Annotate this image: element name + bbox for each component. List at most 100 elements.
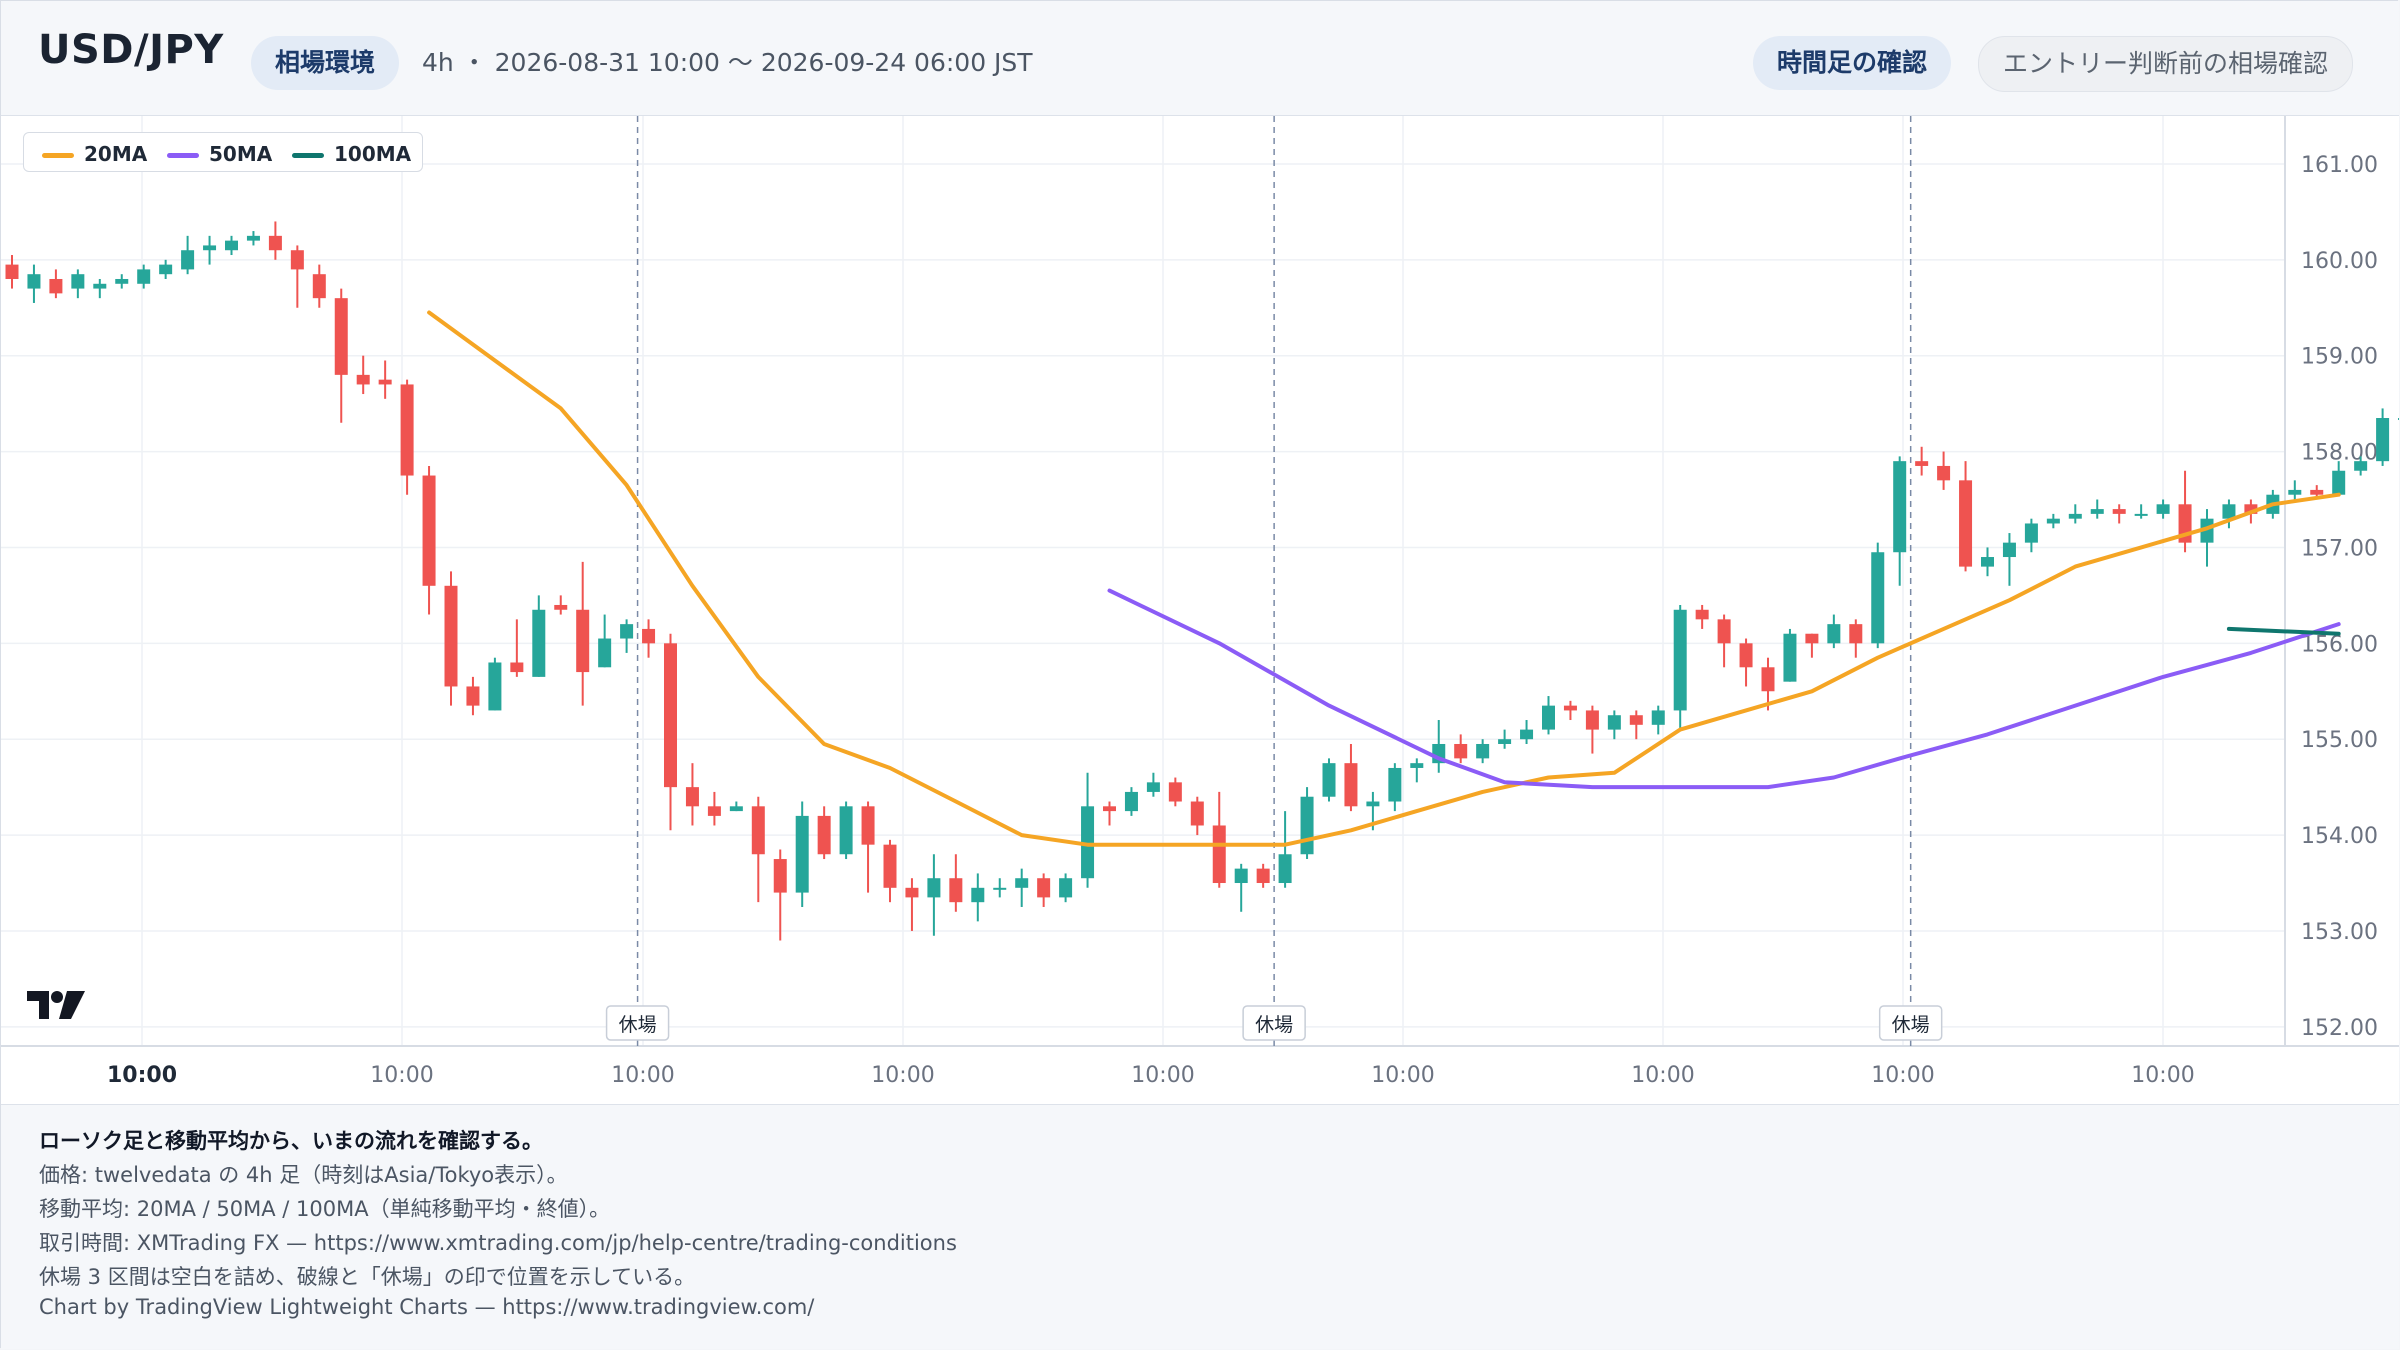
price-axis-area xyxy=(2285,116,2399,1046)
candle-body xyxy=(993,887,1007,890)
candle-body xyxy=(444,585,458,687)
footer-line-credit: Chart by TradingView Lightweight Charts … xyxy=(39,1295,815,1319)
candle-body xyxy=(883,844,897,888)
market-break-label: 休場 xyxy=(619,1014,657,1036)
candle-body xyxy=(422,475,436,586)
candle-body xyxy=(1344,763,1358,807)
candle-body xyxy=(1476,743,1490,759)
time-axis-area xyxy=(1,1046,2399,1104)
candle-body xyxy=(2090,509,2104,514)
candle-body xyxy=(2354,461,2368,471)
candle-body xyxy=(1695,609,1709,620)
candle-body xyxy=(203,245,217,251)
currency-pair-title: USD/JPY xyxy=(38,27,224,73)
price-chart[interactable]: 161.00160.00159.00158.00157.00156.00155.… xyxy=(1,116,2399,1104)
candle-body xyxy=(1124,791,1138,812)
candle-body xyxy=(1059,878,1073,898)
candle-body xyxy=(312,274,326,299)
price-tick-label: 154.00 xyxy=(2301,824,2378,849)
candle-body xyxy=(861,806,875,845)
ma20-line xyxy=(427,310,2341,847)
candle-body xyxy=(1234,868,1248,884)
candle-body xyxy=(905,887,919,898)
candle-body xyxy=(532,609,546,677)
candle-body xyxy=(1081,806,1095,879)
candle-body xyxy=(1388,767,1402,802)
candle-body xyxy=(1849,624,1863,644)
candle-body xyxy=(93,283,107,289)
plot-area xyxy=(1,116,2285,1046)
candle-body xyxy=(1805,633,1819,644)
candle-body xyxy=(773,859,787,893)
candle-body xyxy=(2002,542,2016,558)
candle-body xyxy=(839,806,853,855)
candle-body xyxy=(356,374,370,385)
time-tick-label: 10:00 xyxy=(1631,1063,1694,1088)
price-tick-label: 159.00 xyxy=(2301,345,2378,370)
market-break-label: 休場 xyxy=(1892,1014,1930,1036)
candle-body xyxy=(1520,729,1534,740)
legend-swatch-50ma xyxy=(167,153,199,158)
candle-body xyxy=(1959,480,1973,567)
candle-body xyxy=(71,274,85,289)
candle-body xyxy=(2332,470,2346,495)
candle-body xyxy=(181,250,195,270)
candle-body xyxy=(1893,461,1907,553)
candle-body xyxy=(1981,557,1994,567)
tradingview-logo-icon xyxy=(27,991,85,1019)
candle-body xyxy=(1607,715,1621,730)
candle-body xyxy=(2222,504,2236,519)
candle-body xyxy=(1739,643,1753,668)
candle-body xyxy=(795,815,809,893)
candle-body xyxy=(378,379,392,385)
time-tick-label: 10:00 xyxy=(2131,1063,2194,1088)
candle-body xyxy=(1037,878,1051,898)
candle-body xyxy=(817,815,831,855)
price-tick-label: 155.00 xyxy=(2301,728,2378,753)
legend-item-100ma: 100MA xyxy=(292,142,411,166)
candle-body xyxy=(620,624,634,639)
time-tick-label: 10:00 xyxy=(1871,1063,1934,1088)
time-tick-label: 10:00 xyxy=(1131,1063,1194,1088)
candle-body xyxy=(2068,513,2082,519)
price-tick-label: 156.00 xyxy=(2301,632,2378,657)
candle-body xyxy=(2376,418,2390,462)
candle-body xyxy=(1212,825,1226,884)
candle-body xyxy=(729,806,743,812)
candle-body xyxy=(246,235,260,241)
candle-body xyxy=(1563,705,1577,711)
candle-body xyxy=(1717,619,1731,644)
candle-body xyxy=(927,878,941,898)
market-break-marker xyxy=(1878,1005,1943,1041)
market-break-label: 休場 xyxy=(1255,1014,1293,1036)
legend-swatch-20ma xyxy=(42,153,74,158)
candle-body xyxy=(290,250,304,270)
candle-body xyxy=(225,240,238,251)
candle-body xyxy=(2156,504,2170,514)
candle-body xyxy=(1256,868,1270,884)
candle-body xyxy=(1300,796,1314,855)
timeframe-range-text: 4h ・ 2026-08-31 10:00 〜 2026-09-24 06:00… xyxy=(422,48,1033,77)
candle-body xyxy=(1761,667,1775,692)
candle-body xyxy=(2398,418,2399,421)
candle-body xyxy=(1146,782,1160,792)
time-tick-label: 10:00 xyxy=(1371,1063,1434,1088)
candle-body xyxy=(642,628,656,644)
legend-item-50ma: 50MA xyxy=(167,142,272,166)
price-tick-label: 160.00 xyxy=(2301,249,2378,274)
footer-line-price: 価格: twelvedata の 4h 足（時刻はAsia/Tokyo表示）。 xyxy=(39,1163,568,1187)
timeframe-check-button[interactable]: 時間足の確認 xyxy=(1753,36,1952,90)
candle-body xyxy=(598,638,612,668)
candle-body xyxy=(400,384,414,476)
candle-body xyxy=(685,787,699,807)
candle-body xyxy=(554,604,568,610)
candle-body xyxy=(1673,609,1687,711)
candle-body xyxy=(1103,806,1116,812)
candle-body xyxy=(510,662,524,673)
price-tick-label: 152.00 xyxy=(2301,1016,2378,1041)
candle-body xyxy=(1937,465,1951,481)
entry-check-button[interactable]: エントリー判断前の相場確認 xyxy=(1978,36,2354,92)
candle-body xyxy=(1783,633,1797,682)
candle-body xyxy=(751,806,765,855)
